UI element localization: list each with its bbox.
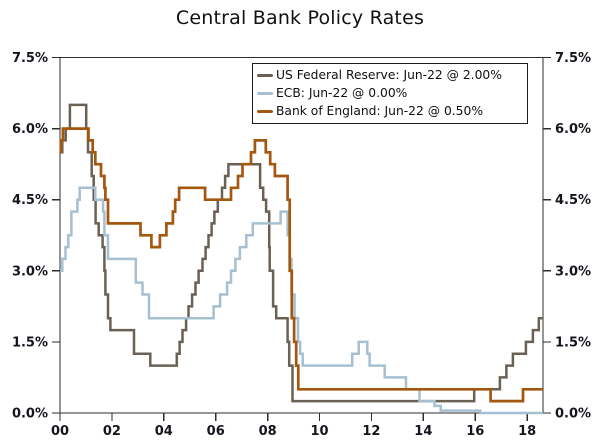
y-axis-label-left: 3.0% — [12, 264, 48, 279]
x-axis-label: 00 — [51, 424, 69, 439]
ecb-line-swatch-icon — [257, 91, 273, 95]
y-axis-label-left: 1.5% — [12, 335, 48, 350]
series-line-bank-of-england — [59, 127, 543, 403]
x-axis-label: 08 — [259, 424, 277, 439]
boe-line-swatch-icon — [257, 109, 273, 113]
x-axis-label: 04 — [155, 424, 173, 439]
series-line-ecb — [60, 186, 543, 415]
x-axis-label: 14 — [414, 424, 432, 439]
y-axis-label-left: 4.5% — [12, 193, 48, 208]
y-axis-label-right: 1.5% — [555, 335, 591, 350]
y-axis-label-right: 0.0% — [555, 407, 591, 422]
y-axis-label-left: 7.5% — [12, 51, 48, 66]
y-axis-label-right: 6.0% — [555, 122, 591, 137]
y-axis-label-left: 6.0% — [12, 122, 48, 137]
legend-item-ecb: ECB: Jun-22 @ 0.00% — [257, 84, 522, 102]
fed-line-swatch-icon — [257, 73, 273, 77]
x-axis-label: 12 — [362, 424, 380, 439]
legend-label-ecb: ECB: Jun-22 @ 0.00% — [276, 86, 408, 100]
series-line-us-federal-reserve — [60, 103, 543, 403]
legend: US Federal Reserve: Jun-22 @ 2.00% ECB: … — [252, 63, 528, 124]
y-axis-label-right: 3.0% — [555, 264, 591, 279]
legend-label-boe: Bank of England: Jun-22 @ 0.50% — [276, 104, 484, 118]
legend-item-bank-of-england: Bank of England: Jun-22 @ 0.50% — [257, 102, 522, 120]
x-axis-label: 06 — [207, 424, 225, 439]
x-axis-label: 02 — [103, 424, 121, 439]
legend-label-fed: US Federal Reserve: Jun-22 @ 2.00% — [276, 68, 502, 82]
x-axis-label: 10 — [310, 424, 328, 439]
x-axis-label: 18 — [518, 424, 536, 439]
chart-title: Central Bank Policy Rates — [175, 7, 425, 29]
x-axis-label: 16 — [466, 424, 484, 439]
y-axis-label-right: 7.5% — [555, 51, 591, 66]
plot-border — [59, 56, 544, 414]
legend-item-us-federal-reserve: US Federal Reserve: Jun-22 @ 2.00% — [257, 66, 522, 84]
y-axis-label-left: 0.0% — [12, 407, 48, 422]
y-axis-label-right: 4.5% — [555, 193, 591, 208]
